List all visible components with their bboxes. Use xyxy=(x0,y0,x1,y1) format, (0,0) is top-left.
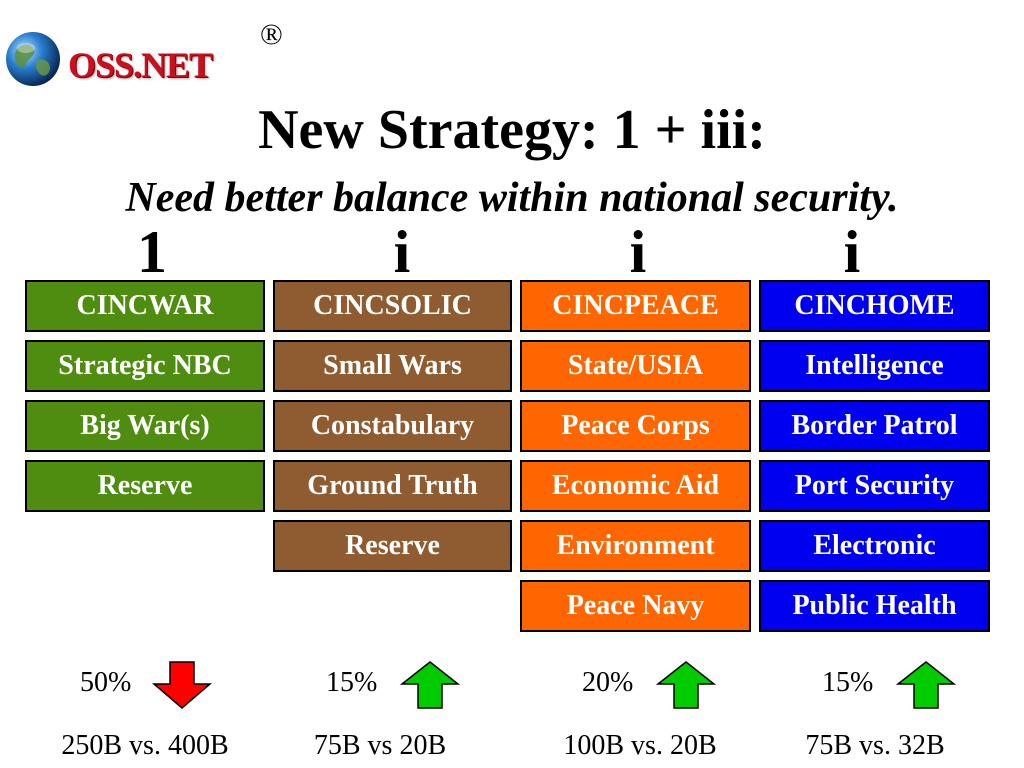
box-peace-corps: Peace Corps xyxy=(520,400,751,452)
box-public-health: Public Health xyxy=(759,580,990,632)
box-border-patrol: Border Patrol xyxy=(759,400,990,452)
column-header-4: i xyxy=(843,219,861,285)
slide-title: New Strategy: 1 + iii: xyxy=(258,99,766,161)
logo: OSS.NET ® xyxy=(4,14,304,86)
arrow-down-icon xyxy=(151,661,213,709)
column-header-3: i xyxy=(629,219,647,285)
logo-text: OSS.NET xyxy=(68,45,213,85)
box-constabulary: Constabulary xyxy=(273,400,512,452)
box-peace-navy: Peace Navy xyxy=(520,580,751,632)
percent-col-2: 15% xyxy=(326,667,378,698)
box-cinchome: CINCHOME xyxy=(759,280,990,332)
arrow-up-icon xyxy=(655,661,717,709)
box-environment: Environment xyxy=(520,520,751,572)
budget-col-3: 100B vs. 20B xyxy=(563,730,717,761)
box-port-security: Port Security xyxy=(759,460,990,512)
budget-col-4: 75B vs. 32B xyxy=(805,730,945,761)
percent-col-3: 20% xyxy=(582,667,634,698)
column-header-1: 1 xyxy=(137,219,167,285)
box-ground-truth: Ground Truth xyxy=(273,460,512,512)
box-small-wars: Small Wars xyxy=(273,340,512,392)
box-economic-aid: Economic Aid xyxy=(520,460,751,512)
column-header-2: i xyxy=(393,219,411,285)
percent-col-4: 15% xyxy=(822,667,874,698)
globe-icon xyxy=(6,32,60,86)
box-reserve-solic: Reserve xyxy=(273,520,512,572)
arrow-up-icon xyxy=(399,661,461,709)
arrow-up-icon xyxy=(895,661,957,709)
percent-col-1: 50% xyxy=(80,667,132,698)
box-cincsolic: CINCSOLIC xyxy=(273,280,512,332)
box-electronic: Electronic xyxy=(759,520,990,572)
budget-col-1: 250B vs. 400B xyxy=(61,730,229,761)
box-reserve-war: Reserve xyxy=(25,460,265,512)
budget-col-2: 75B vs 20B xyxy=(313,730,447,761)
box-intelligence: Intelligence xyxy=(759,340,990,392)
box-state-usia: State/USIA xyxy=(520,340,751,392)
slide-subtitle: Need better balance within national secu… xyxy=(125,175,899,221)
box-cincwar: CINCWAR xyxy=(25,280,265,332)
box-strategic-nbc: Strategic NBC xyxy=(25,340,265,392)
box-big-wars: Big War(s) xyxy=(25,400,265,452)
box-cincpeace: CINCPEACE xyxy=(520,280,751,332)
registered-mark: ® xyxy=(260,18,283,51)
